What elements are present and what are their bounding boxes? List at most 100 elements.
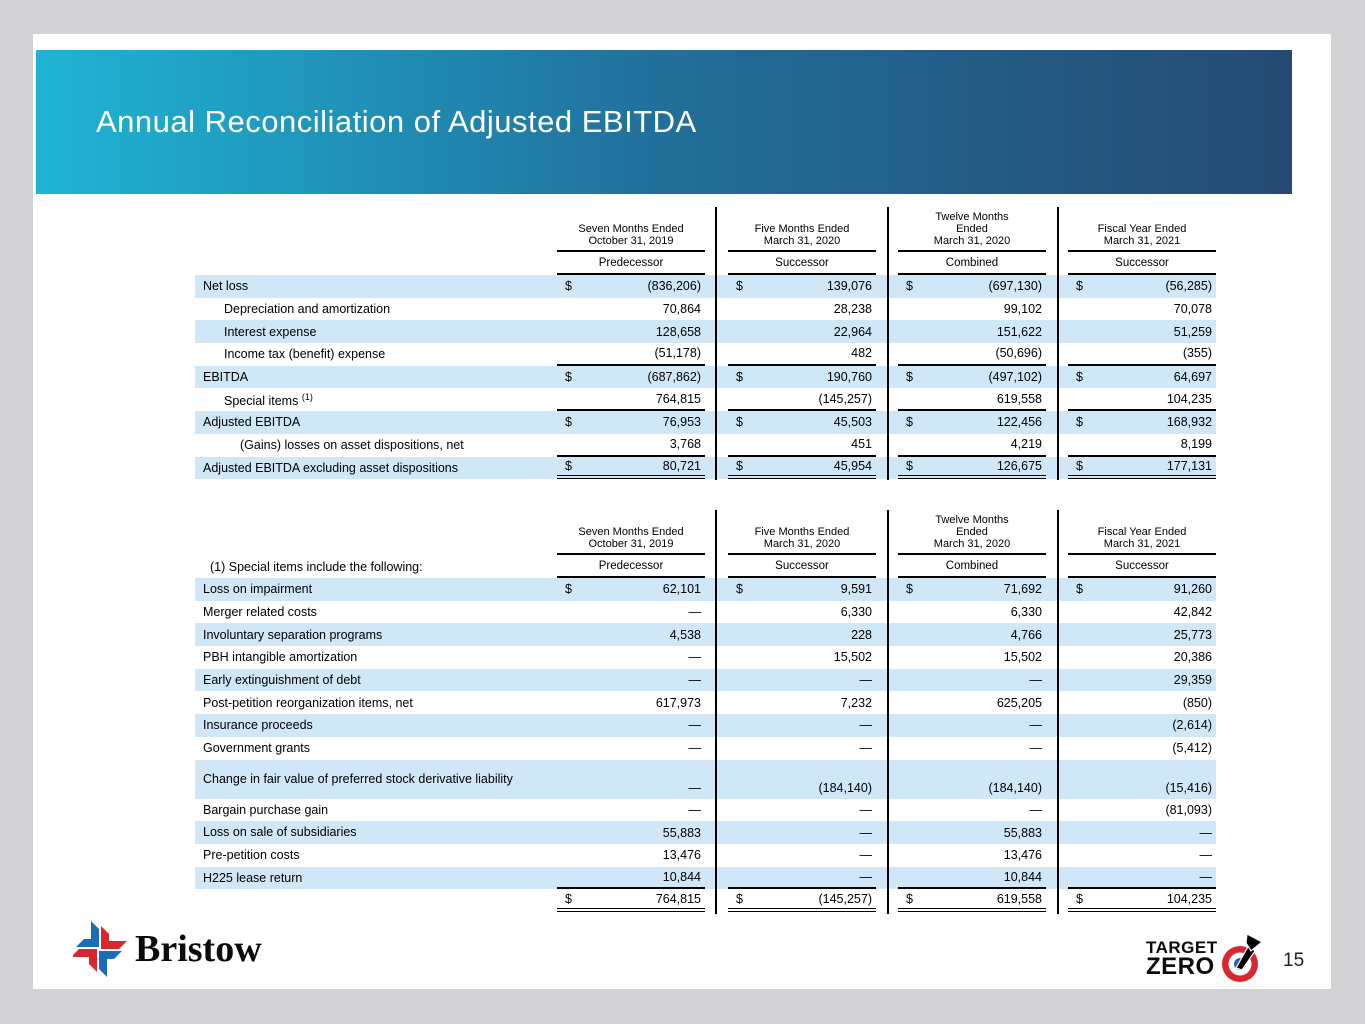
row-label-text: PBH intangible amortization xyxy=(203,650,358,665)
currency-symbol: $ xyxy=(1076,415,1083,430)
column-era-header: Successor xyxy=(1068,555,1216,578)
cell-value: — xyxy=(688,802,702,817)
cell-value: 619,558 xyxy=(996,891,1042,906)
currency-symbol: $ xyxy=(736,415,743,430)
cell-value: 51,259 xyxy=(1173,324,1212,339)
table-row: Loss on sale of subsidiaries 55,883 — 55,88… xyxy=(195,821,1216,844)
row-label-text: Special items xyxy=(224,393,299,408)
row-label-text: Bargain purchase gain xyxy=(203,802,329,817)
table-row: H225 lease return 10,844 — 10,844 — xyxy=(195,866,1216,890)
period-line: Five Months Ended xyxy=(754,526,850,538)
row-label: H225 lease return xyxy=(195,871,557,885)
cell-value: 10,844 xyxy=(662,869,701,884)
cell-value: 76,953 xyxy=(662,415,701,430)
value-cell: $ (497,102) xyxy=(898,366,1046,389)
column-period-header: Twelve Months Ended March 31, 2020 xyxy=(898,207,1046,252)
value-cell: $71,692 xyxy=(898,578,1046,601)
value-cell: $91,260 xyxy=(1068,578,1216,601)
cell-value: 228 xyxy=(851,627,872,642)
value-cell: 104,235 xyxy=(1068,388,1216,412)
cell-value: (51,178) xyxy=(654,346,701,361)
column-era-header: Predecessor xyxy=(557,252,705,275)
value-cell: $9,591 xyxy=(728,578,876,601)
value-cell: 22,964 xyxy=(728,320,876,343)
currency-symbol: $ xyxy=(906,370,913,385)
value-cell: — xyxy=(728,714,876,737)
row-label: Post-petition reorganization items, net xyxy=(195,696,557,710)
period-line: October 31, 2019 xyxy=(588,235,674,247)
cell-value: 13,476 xyxy=(662,848,701,863)
value-cell: 764,815 xyxy=(557,388,705,412)
column-era-header: Successor xyxy=(728,555,876,578)
period-line: March 31, 2021 xyxy=(1103,538,1181,550)
value-cell: (184,140) xyxy=(898,760,1046,799)
value-cell: — xyxy=(728,737,876,760)
currency-symbol: $ xyxy=(1076,891,1083,906)
cell-value: — xyxy=(859,718,873,733)
value-cell: $ (697,130) xyxy=(898,275,1046,298)
column-period-header: Five Months Ended March 31, 2020 xyxy=(728,207,876,252)
table-row: Merger related costs — 6,330 6,330 42,842 xyxy=(195,601,1216,624)
value-cell: 51,259 xyxy=(1068,320,1216,343)
cell-value: (145,257) xyxy=(818,391,872,406)
cell-value: — xyxy=(1029,718,1043,733)
cell-value: 13,476 xyxy=(1003,848,1042,863)
cell-value: 64,697 xyxy=(1173,370,1212,385)
cell-value: 15,502 xyxy=(833,650,872,665)
cell-value: 168,932 xyxy=(1166,415,1212,430)
value-cell: $45,503 xyxy=(728,411,876,434)
value-cell: — xyxy=(1068,844,1216,867)
row-label-text: Depreciation and amortization xyxy=(224,301,391,316)
value-cell: 6,330 xyxy=(898,601,1046,624)
cell-value: 55,883 xyxy=(662,825,701,840)
row-label: PBH intangible amortization xyxy=(195,650,557,664)
currency-symbol: $ xyxy=(1076,582,1083,597)
table-row: Depreciation and amortization 70,864 28,23… xyxy=(195,298,1216,321)
row-label-text: Involuntary separation programs xyxy=(203,627,383,642)
cell-value: (850) xyxy=(1182,695,1212,710)
period-line: Fiscal Year Ended xyxy=(1097,223,1187,235)
cell-value: (2,614) xyxy=(1172,718,1212,733)
period-line: Ended xyxy=(956,223,988,235)
row-label: Interest expense xyxy=(195,325,557,339)
column-divider xyxy=(887,207,889,480)
column-divider xyxy=(715,510,717,914)
bullseye-icon xyxy=(1221,933,1263,982)
cell-value: (836,206) xyxy=(647,279,701,294)
currency-symbol: $ xyxy=(736,582,743,597)
table-row: Involuntary separation programs 4,538 228 4… xyxy=(195,623,1216,647)
row-label: Bargain purchase gain xyxy=(195,803,557,817)
column-period-header: Seven Months Ended October 31, 2019 xyxy=(557,510,705,555)
value-cell: (50,696) xyxy=(898,343,1046,366)
cell-value: 9,591 xyxy=(840,582,872,597)
value-cell: (81,093) xyxy=(1068,799,1216,822)
row-label: Early extinguishment of debt xyxy=(195,673,557,687)
value-cell: 128,658 xyxy=(557,320,705,343)
cell-value: 451 xyxy=(851,437,872,452)
cell-value: (184,140) xyxy=(818,780,872,795)
bristow-wordmark: Bristow xyxy=(135,928,262,970)
value-cell: — xyxy=(898,737,1046,760)
column-period-header: Five Months Ended March 31, 2020 xyxy=(728,510,876,555)
special-items-table: (1) Special items include the following:… xyxy=(195,510,1216,914)
table-row: Post-petition reorganization items, net 6… xyxy=(195,691,1216,714)
table-row: Pre-petition costs 13,476 — 13,476 — xyxy=(195,844,1216,867)
row-label-text: Early extinguishment of debt xyxy=(203,672,361,687)
value-cell: 29,359 xyxy=(1068,669,1216,692)
value-cell: 7,232 xyxy=(728,691,876,714)
cell-value: 28,238 xyxy=(833,302,872,317)
row-label: Net loss xyxy=(195,279,557,293)
currency-symbol: $ xyxy=(565,891,572,906)
footnote-label: (1) Special items include the following: xyxy=(210,559,423,574)
period-line: Fiscal Year Ended xyxy=(1097,526,1187,538)
currency-symbol: $ xyxy=(565,582,572,597)
cell-value: — xyxy=(688,741,702,756)
cell-value: 151,622 xyxy=(996,324,1042,339)
currency-symbol: $ xyxy=(565,415,572,430)
cell-value: (355) xyxy=(1182,346,1212,361)
value-cell: $104,235 xyxy=(1068,889,1216,912)
currency-symbol: $ xyxy=(565,370,572,385)
value-cell: $190,760 xyxy=(728,366,876,389)
value-cell: 619,558 xyxy=(898,388,1046,412)
row-label-text: Adjusted EBITDA excluding asset disposit… xyxy=(203,460,458,475)
